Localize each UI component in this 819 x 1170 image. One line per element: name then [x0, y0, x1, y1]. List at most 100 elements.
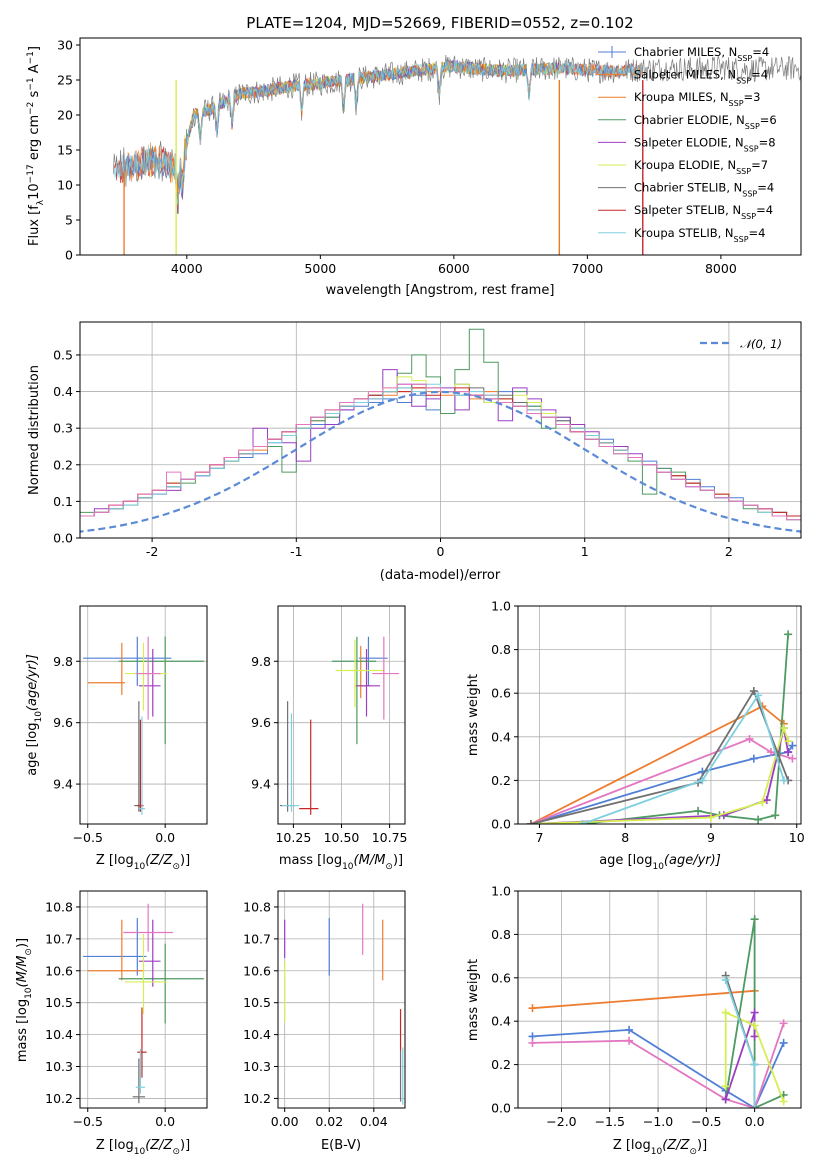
x-axis-label: Z [log10(Z/Z⊙)]	[96, 853, 190, 872]
axes-frame	[79, 321, 802, 539]
x-tick-label: 5000	[304, 261, 336, 276]
histogram-salpeter-miles	[80, 387, 801, 521]
data-point-marker	[749, 754, 758, 763]
y-tick-label: 9.6	[251, 715, 271, 730]
x-tick-label: 0	[437, 544, 445, 559]
y-tick-label: 10.3	[243, 1059, 271, 1074]
histogram-pink	[80, 383, 801, 521]
y-axis-label: mass weight	[466, 959, 481, 1041]
x-tick-label: 4000	[171, 261, 203, 276]
data-point-marker	[625, 1025, 634, 1034]
legend-label: Salpeter ELODIE, NSSP=8	[634, 135, 776, 153]
x-tick-label: 0.00	[271, 1114, 299, 1129]
histogram-salpeter-stelib	[80, 387, 801, 521]
y-axis-label: mass weight	[466, 674, 481, 756]
series-salpeter-miles	[528, 986, 759, 1013]
y-tick-label: 0.4	[491, 729, 511, 744]
data-point-marker	[528, 1038, 537, 1047]
y-axis-label: age [log10(age/yr)]	[25, 654, 44, 776]
errorbar-point	[87, 919, 144, 981]
y-tick-label: 10.5	[45, 995, 73, 1010]
legend-label: Kroupa MILES, NSSP=3	[634, 90, 760, 108]
data-point-marker	[698, 776, 707, 785]
legend-label: Kroupa ELODIE, NSSP=7	[634, 158, 768, 176]
y-tick-label: 0.6	[491, 686, 511, 701]
panel-massweight_vs_age: 7 8 9 10 0.0 0.2 0.4 0.6 0.8 1.0 age [log10(age/yr…	[466, 599, 805, 873]
data-point-marker	[779, 1019, 788, 1028]
legend-entry: Salpeter MILES, NSSP=4	[598, 68, 768, 85]
axes-frame	[277, 605, 406, 825]
y-tick-label: 0.4	[491, 1014, 511, 1029]
y-tick-label: 10	[57, 178, 73, 193]
data-point-marker	[788, 741, 797, 750]
x-tick-label: −1.0	[643, 1114, 673, 1129]
legend-label: Kroupa STELIB, NSSP=4	[634, 226, 765, 244]
y-tick-label: 0.2	[53, 457, 73, 472]
histogram-chabrier-elodie	[80, 328, 801, 524]
normal-curve	[80, 390, 801, 533]
grid	[518, 890, 801, 1109]
y-tick-label: 0.0	[491, 1101, 511, 1116]
plot-area	[113, 54, 801, 255]
legend-entry: Salpeter STELIB, NSSP=4	[598, 203, 773, 221]
legend-entry: Salpeter ELODIE, NSSP=8	[598, 135, 776, 153]
y-tick-label: 0.3	[53, 421, 73, 436]
plot-area	[279, 636, 400, 815]
panel-mass_vs_EBV: 0.00 0.02 0.04 10.2 10.3 10.4 10.5 10.6 10.7 10.8…	[243, 890, 406, 1153]
y-tick-label: 9.8	[53, 654, 73, 669]
x-tick-label: −0.5	[691, 1114, 721, 1129]
data-point-marker	[754, 691, 763, 700]
errorbar-point	[335, 639, 384, 708]
series-line	[530, 737, 793, 824]
data-point-marker	[779, 1038, 788, 1047]
data-point-marker	[721, 975, 730, 984]
y-tick-label: 0.8	[491, 927, 511, 942]
axes-frame	[79, 605, 208, 825]
legend-label: 𝒩(0, 1)	[740, 337, 782, 351]
legend-entry: Chabrier ELODIE, NSSP=6	[598, 113, 777, 130]
x-tick-label: 9	[707, 830, 715, 845]
legend-entry: Kroupa ELODIE, NSSP=7	[598, 158, 768, 176]
x-tick-label: 2	[725, 544, 733, 559]
errorbar-point	[137, 719, 144, 812]
panel-age_vs_Z: −0.5 0.0 9.4 9.6 9.8 Z [log10(Z/Z⊙)] age [log1…	[25, 605, 208, 872]
grid	[80, 606, 207, 824]
x-tick-label: 0.0	[155, 1114, 175, 1129]
data-point-marker	[750, 1032, 759, 1041]
errorbar-point	[118, 636, 204, 745]
errorbar-point	[118, 943, 204, 1024]
x-axis-label: Z [log10(Z/Z⊙)]	[96, 1138, 190, 1157]
data-point-marker	[784, 630, 793, 639]
data-point-marker	[750, 1008, 759, 1017]
axes-frame	[517, 605, 802, 825]
series-line	[581, 693, 785, 824]
data-point-marker	[779, 776, 788, 785]
y-tick-label: 5	[65, 213, 73, 228]
y-tick-label: 0.0	[491, 817, 511, 832]
data-point-marker	[750, 1060, 759, 1069]
y-tick-label: 25	[57, 73, 73, 88]
data-point-marker	[749, 687, 758, 696]
x-tick-label: 0.04	[360, 1114, 388, 1129]
spectrum-kroupa-miles	[123, 60, 643, 206]
axes-frame	[79, 37, 802, 256]
panel-massweight_vs_Z: −2.0 −1.5 −1.0 −0.5 0.0 0.0 0.2 0.4 0.6 0.8 1.0 Z […	[466, 884, 802, 1157]
axes-frame	[79, 890, 208, 1109]
x-tick-label: 10.25	[275, 830, 311, 845]
y-tick-label: 9.6	[53, 715, 73, 730]
x-axis-label: wavelength [Angstrom, rest frame]	[326, 283, 555, 298]
errorbar-point	[137, 1007, 147, 1078]
y-tick-label: 30	[57, 38, 73, 53]
errorbar-point	[124, 934, 167, 1014]
plot-area	[83, 636, 204, 815]
data-point-marker	[625, 1036, 634, 1045]
legend-entry: Chabrier STELIB, NSSP=4	[598, 181, 774, 198]
data-point-marker	[758, 798, 767, 807]
y-tick-label: 0.2	[491, 1057, 511, 1072]
series-line	[532, 989, 755, 1010]
data-point-marker	[706, 813, 715, 822]
plot-area	[528, 915, 788, 1108]
legend-entry: Kroupa STELIB, NSSP=4	[598, 226, 765, 244]
data-point-marker	[779, 1097, 788, 1106]
